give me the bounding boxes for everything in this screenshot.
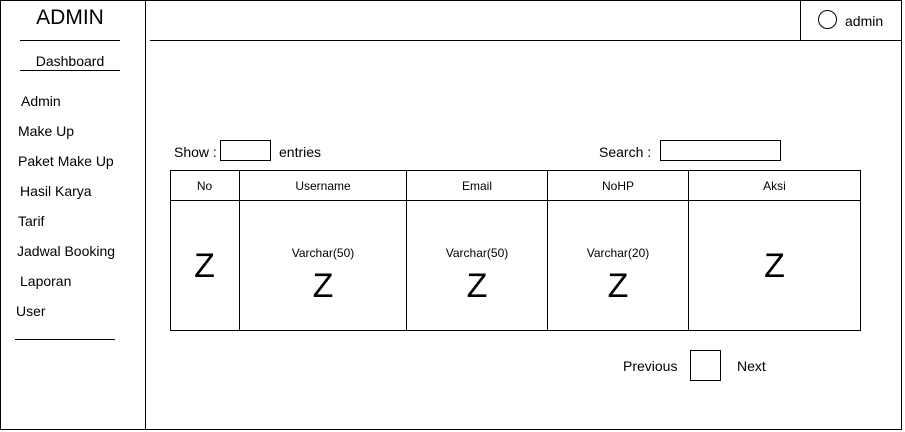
cell-email: Varchar(50) Z: [407, 201, 547, 330]
show-label: Show :: [174, 144, 217, 160]
entries-input[interactable]: [220, 140, 271, 161]
cell-username: Varchar(50) Z: [240, 201, 406, 330]
cell-no: Z: [170, 201, 239, 330]
cell-aksi[interactable]: Z: [689, 201, 860, 330]
user-name[interactable]: admin: [845, 13, 884, 29]
column-header-no[interactable]: No: [196, 179, 213, 193]
divider: [15, 339, 115, 340]
brand-title: ADMIN: [36, 6, 104, 29]
column-header-aksi[interactable]: Aksi: [763, 179, 786, 193]
divider: [20, 70, 120, 71]
user-circle-icon[interactable]: [818, 10, 837, 29]
topbar-divider: [150, 40, 902, 41]
page-number-box[interactable]: [690, 350, 721, 381]
entries-label: entries: [279, 144, 322, 160]
sidebar: ADMIN Dashboard Admin Make Up Paket Make…: [0, 0, 146, 430]
header-divider: [170, 200, 861, 201]
column-header-username[interactable]: Username: [295, 179, 351, 193]
cell-symbol: Z: [607, 267, 629, 305]
column-header-email[interactable]: Email: [461, 179, 492, 193]
cell-symbol: Z: [194, 247, 215, 285]
cell-nohp: Varchar(20) Z: [548, 201, 688, 330]
divider: [20, 40, 120, 41]
sidebar-item-user[interactable]: User: [16, 303, 46, 319]
sidebar-item-tarif[interactable]: Tarif: [18, 213, 45, 229]
cell-type: Varchar(50): [445, 246, 509, 260]
previous-button[interactable]: Previous: [623, 358, 678, 374]
sidebar-item-make-up[interactable]: Make Up: [18, 123, 75, 139]
user-menu-divider: [800, 0, 801, 40]
cell-type: Varchar(50): [291, 246, 355, 260]
sidebar-item-dashboard[interactable]: Dashboard: [35, 53, 105, 69]
sidebar-item-paket-make-up[interactable]: Paket Make Up: [18, 153, 114, 169]
cell-symbol: Z: [466, 267, 488, 305]
next-button[interactable]: Next: [737, 358, 766, 374]
search-input[interactable]: [660, 140, 781, 161]
cell-type: Varchar(20): [586, 246, 650, 260]
sidebar-item-admin[interactable]: Admin: [21, 93, 61, 109]
sidebar-item-jadwal-booking[interactable]: Jadwal Booking: [17, 243, 116, 259]
sidebar-item-laporan[interactable]: Laporan: [20, 273, 72, 289]
column-header-nohp[interactable]: NoHP: [601, 179, 634, 193]
search-label: Search :: [599, 144, 652, 160]
cell-symbol: Z: [764, 247, 785, 285]
sidebar-item-hasil-karya[interactable]: Hasil Karya: [20, 183, 92, 199]
cell-symbol: Z: [312, 267, 334, 305]
